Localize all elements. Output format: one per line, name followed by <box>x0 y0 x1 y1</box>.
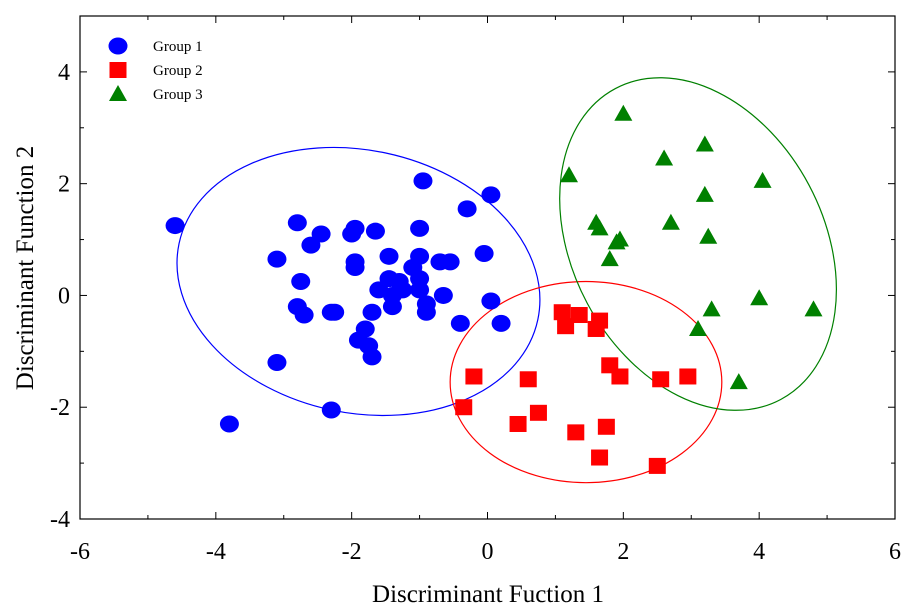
data-points <box>165 104 823 474</box>
data-point-group-3 <box>610 230 629 247</box>
x-tick-label: 6 <box>889 539 901 565</box>
data-point-group-1 <box>481 186 501 204</box>
data-point-group-1 <box>410 281 430 299</box>
data-point-group-1 <box>345 219 365 237</box>
data-point-group-1 <box>219 415 239 433</box>
data-point-group-1 <box>481 292 501 310</box>
ellipse-group-2 <box>449 280 723 484</box>
y-tick-label: 0 <box>58 283 70 309</box>
data-point-group-3 <box>699 227 718 244</box>
data-point-group-3 <box>695 185 714 202</box>
data-point-group-3 <box>804 300 823 317</box>
data-point-group-1 <box>291 272 311 290</box>
data-point-group-3 <box>695 135 714 152</box>
data-point-group-1 <box>416 303 436 321</box>
data-point-group-2 <box>553 304 571 321</box>
data-point-group-2 <box>519 371 537 388</box>
axis-ticks <box>79 15 896 520</box>
data-point-group-3 <box>750 289 769 306</box>
data-point-group-1 <box>355 320 375 338</box>
x-axis-title: Discriminant Fuction 1 <box>372 581 604 608</box>
data-point-group-1 <box>267 250 287 268</box>
data-point-group-2 <box>567 424 585 441</box>
data-point-group-1 <box>311 225 331 243</box>
data-point-group-1 <box>440 253 460 271</box>
data-point-group-3 <box>702 300 721 317</box>
x-tick-label: 0 <box>482 539 494 565</box>
data-point-group-3 <box>655 149 674 166</box>
data-point-group-3 <box>689 319 708 336</box>
data-point-group-2 <box>679 368 697 385</box>
data-point-group-2 <box>557 318 575 335</box>
y-axis-title: Discriminant Function 2 <box>12 146 39 390</box>
legend-label-group-3: Group 3 <box>153 87 203 103</box>
data-point-group-1 <box>365 222 385 240</box>
data-point-group-1 <box>294 306 314 324</box>
data-point-group-2 <box>529 404 547 421</box>
data-point-group-3 <box>661 213 680 230</box>
data-point-group-1 <box>325 303 345 321</box>
x-tick-label: 4 <box>753 539 765 565</box>
y-tick-label: 4 <box>58 60 70 86</box>
legend-marker-group-1 <box>108 37 128 55</box>
data-point-group-3 <box>729 373 748 390</box>
data-point-group-1 <box>413 172 433 190</box>
legend-marker-group-2 <box>109 62 127 78</box>
data-point-group-1 <box>382 298 402 316</box>
data-point-group-2 <box>597 418 615 435</box>
data-point-group-1 <box>362 348 382 366</box>
data-point-group-1 <box>410 247 430 265</box>
data-point-group-1 <box>433 286 453 304</box>
data-point-group-1 <box>379 247 399 265</box>
data-point-group-3 <box>600 250 619 267</box>
data-point-group-2 <box>455 399 473 416</box>
data-point-group-1 <box>410 219 430 237</box>
x-tick-label: -6 <box>70 539 90 565</box>
data-point-group-2 <box>652 371 670 388</box>
legend: Group 1 Group 2 Group 3 <box>108 37 203 103</box>
x-tick-label: -4 <box>206 539 226 565</box>
data-point-group-3 <box>590 219 609 236</box>
data-point-group-1 <box>491 314 511 332</box>
data-point-group-1 <box>362 303 382 321</box>
data-point-group-2 <box>591 449 609 466</box>
data-point-group-2 <box>648 457 666 474</box>
y-tick-label: -2 <box>50 395 70 421</box>
data-point-group-1 <box>393 281 413 299</box>
data-point-group-1 <box>345 259 365 276</box>
x-tick-label: 2 <box>617 539 629 565</box>
data-point-group-2 <box>465 368 483 385</box>
data-point-group-3 <box>753 171 772 188</box>
data-point-group-3 <box>614 104 633 121</box>
data-point-group-1 <box>267 354 287 372</box>
data-point-group-1 <box>321 401 341 419</box>
x-tick-label: -2 <box>342 539 362 565</box>
data-point-group-1 <box>474 245 494 263</box>
data-point-group-2 <box>611 368 629 385</box>
y-tick-label: 2 <box>58 172 70 198</box>
ellipse-group-3 <box>559 77 837 411</box>
data-point-group-2 <box>591 312 609 329</box>
legend-label-group-1: Group 1 <box>153 39 203 55</box>
data-point-group-1 <box>287 214 307 232</box>
data-point-group-1 <box>457 200 477 218</box>
data-point-group-3 <box>560 166 578 183</box>
data-point-group-2 <box>570 307 588 324</box>
data-point-group-1 <box>165 217 185 235</box>
ellipse-group-1 <box>176 146 541 417</box>
y-tick-label: -4 <box>50 507 70 533</box>
data-point-group-1 <box>450 314 470 332</box>
data-point-group-2 <box>509 415 527 432</box>
confidence-ellipses <box>176 77 837 484</box>
legend-label-group-2: Group 2 <box>153 63 203 79</box>
legend-marker-group-3 <box>109 85 127 101</box>
